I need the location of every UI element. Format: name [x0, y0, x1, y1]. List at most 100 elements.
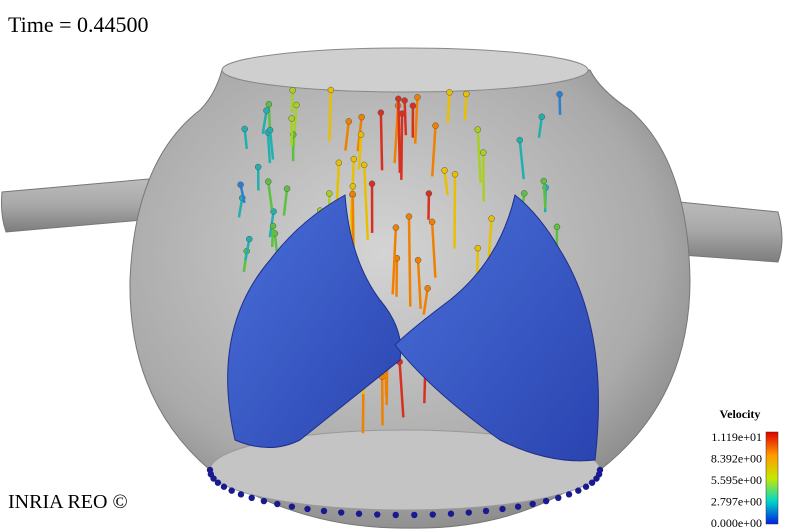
vector-head [480, 150, 486, 156]
boundary-dot [228, 487, 234, 493]
vector-head [346, 118, 352, 124]
colorbar-label: 8.392e+00 [711, 451, 762, 465]
vector-head [270, 223, 276, 229]
vector-head [358, 132, 364, 138]
vector-head [489, 216, 495, 222]
scene: Time = 0.44500 INRIA REO © Velocity 1.11… [0, 0, 786, 532]
vector [448, 92, 450, 123]
vector-head [267, 127, 273, 133]
boundary-dot [515, 503, 521, 509]
vector-head [463, 91, 469, 97]
boundary-dot [575, 487, 581, 493]
vector-head [359, 114, 365, 120]
vector-head [554, 224, 560, 230]
boundary-dot [261, 498, 267, 504]
colorbar [766, 432, 778, 524]
vector-head [395, 96, 401, 102]
vector-head [414, 94, 420, 100]
vector [381, 113, 382, 171]
vector [465, 94, 466, 120]
credit: INRIA REO © [8, 491, 128, 513]
colorbar-label: 5.595e+00 [711, 473, 762, 487]
boundary-dot [393, 512, 399, 518]
vector-head [369, 181, 375, 187]
vector-head [539, 114, 545, 120]
vector [409, 216, 410, 306]
boundary-dot [483, 508, 489, 514]
vector-head [266, 101, 272, 107]
boundary-dot [249, 495, 255, 501]
vector [401, 114, 402, 180]
vector-head [541, 178, 547, 184]
vector-head [442, 167, 448, 173]
vector-head [415, 257, 421, 263]
boundary-dot [289, 503, 295, 509]
vector [544, 181, 546, 208]
boundary-dot [374, 511, 380, 517]
vector-head [284, 186, 290, 192]
vector-head [293, 102, 299, 108]
colorbar-label: 2.797e+00 [711, 494, 762, 508]
boundary-dot [411, 512, 417, 518]
boundary-dot [238, 491, 244, 497]
vector [329, 90, 330, 141]
vector-head [350, 183, 356, 189]
boundary-dot [555, 495, 561, 501]
vector-head [393, 225, 399, 231]
colorbar-labels: 1.119e+01 8.392e+00 5.595e+00 2.797e+00 0.00… [711, 430, 762, 530]
vector-head [328, 87, 334, 93]
boundary-dot [543, 498, 549, 504]
boundary-dot [221, 484, 227, 490]
boundary-dot [430, 511, 436, 517]
vector-head [242, 126, 248, 132]
colorbar-label: 1.119e+01 [711, 430, 762, 444]
vector-head [521, 190, 527, 196]
boundary-dot [529, 501, 535, 507]
vector-head [452, 171, 458, 177]
boundary-dot [448, 511, 454, 517]
vector-head [475, 245, 481, 251]
vector-head [255, 164, 261, 170]
vector-head [264, 108, 270, 114]
boundary-dot [499, 506, 505, 512]
vector-head [406, 213, 412, 219]
vector-head [326, 191, 332, 197]
vector-head [517, 137, 523, 143]
vector-head [336, 160, 342, 166]
boundary-dot [597, 467, 603, 473]
boundary-dot [274, 501, 280, 507]
vector-head [402, 98, 408, 104]
colorbar-title: Velocity [720, 407, 761, 421]
boundary-dot [356, 511, 362, 517]
vector-head [557, 91, 563, 97]
vector-head [265, 179, 271, 185]
boundary-dot [338, 509, 344, 515]
vector-head [410, 103, 416, 109]
vector-head [426, 191, 432, 197]
boundary-dot [215, 479, 221, 485]
vector-head [350, 191, 356, 197]
vector-head [238, 182, 244, 188]
vector-head [446, 89, 452, 95]
time-label: Time = 0.44500 [8, 12, 149, 37]
vector-head [246, 236, 252, 242]
boundary-dot [566, 491, 572, 497]
boundary-dot [583, 484, 589, 490]
boundary-dot [321, 508, 327, 514]
vector-head [433, 123, 439, 129]
vector [292, 90, 293, 112]
boundary-dot [466, 509, 472, 515]
vector-head [378, 110, 384, 116]
vector-head [361, 162, 367, 168]
vector [405, 101, 406, 136]
vector-head [429, 219, 435, 225]
vector-head [289, 115, 295, 121]
vector [398, 99, 400, 173]
colorbar-label: 0.000e+00 [711, 516, 762, 530]
vessel-top [222, 48, 588, 92]
boundary-dot [304, 506, 310, 512]
vector-head [475, 127, 481, 133]
vector-head [425, 285, 431, 291]
vector-head [351, 156, 357, 162]
vector-head [290, 87, 296, 93]
